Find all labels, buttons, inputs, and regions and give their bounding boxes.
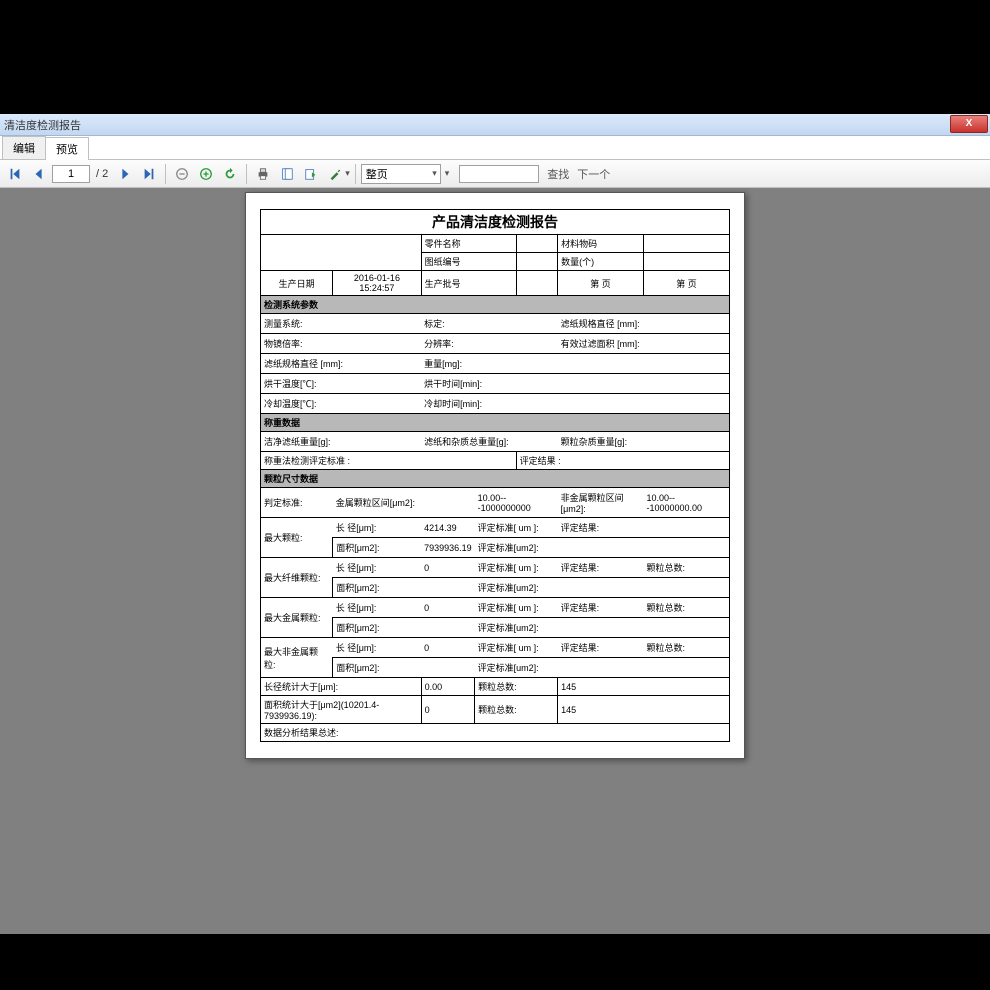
prev-page-button[interactable] (28, 163, 50, 185)
section-system: 检测系统参数 (261, 296, 730, 314)
preview-canvas[interactable]: 产品清洁度检测报告 零件名称 材料物码 图纸编号 数量(个) (0, 188, 990, 934)
tab-edit[interactable]: 编辑 (2, 136, 46, 159)
report-page: 产品清洁度检测报告 零件名称 材料物码 图纸编号 数量(个) (245, 192, 745, 759)
section-weigh: 称重数据 (261, 414, 730, 432)
toolbar: / 2 ▾ 整页 ▾ 查找 下一个 (0, 160, 990, 188)
preview-window: 清洁度检测报告 X 编辑 预览 / 2 ▾ 整页 ▾ (0, 114, 990, 934)
find-label[interactable]: 查找 (547, 166, 569, 182)
tabs: 编辑 预览 (0, 136, 990, 160)
search-input[interactable] (459, 165, 539, 183)
find-next-label[interactable]: 下一个 (577, 166, 610, 182)
titlebar: 清洁度检测报告 X (0, 114, 990, 136)
zoom-out-button[interactable] (171, 163, 193, 185)
zoom-in-button[interactable] (195, 163, 217, 185)
current-page-input[interactable] (52, 165, 90, 183)
tool-button[interactable] (324, 163, 346, 185)
report-table: 产品清洁度检测报告 零件名称 材料物码 图纸编号 数量(个) (260, 209, 730, 742)
zoom-select[interactable]: 整页 (361, 164, 441, 184)
print-button[interactable] (252, 163, 274, 185)
export-button[interactable] (300, 163, 322, 185)
last-page-button[interactable] (138, 163, 160, 185)
first-page-button[interactable] (4, 163, 26, 185)
next-page-button[interactable] (114, 163, 136, 185)
report-title: 产品清洁度检测报告 (261, 210, 730, 235)
window-title: 清洁度检测报告 (4, 117, 81, 133)
section-size: 颗粒尺寸数据 (261, 470, 730, 488)
close-button[interactable]: X (950, 115, 988, 133)
refresh-button[interactable] (219, 163, 241, 185)
total-pages: / 2 (92, 168, 112, 180)
tab-preview[interactable]: 预览 (45, 137, 89, 160)
page-setup-button[interactable] (276, 163, 298, 185)
